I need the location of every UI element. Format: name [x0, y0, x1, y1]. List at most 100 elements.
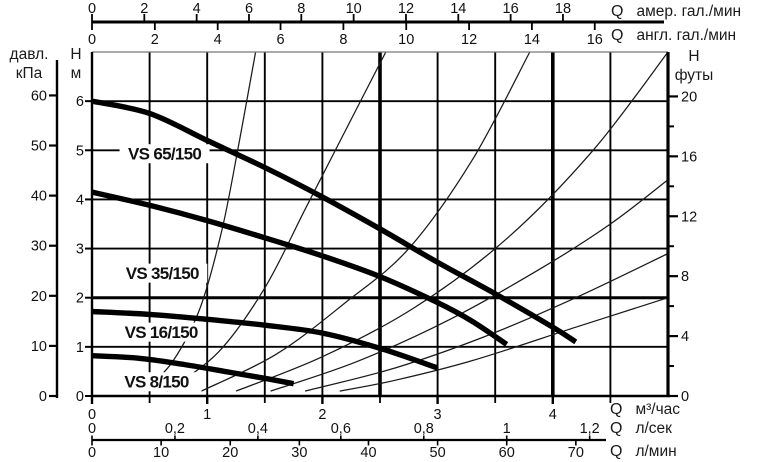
tick-label: 4: [214, 32, 222, 48]
curve-labels: VS 65/150 VS 35/150 VS 16/150 VS 8/150: [111, 144, 210, 392]
top-us-gpm-q: Q: [611, 3, 624, 20]
tick-label: 3: [76, 242, 84, 258]
tick-label: 4: [76, 192, 84, 208]
tick-label: 0: [88, 421, 96, 437]
tick-label: 16: [587, 32, 603, 48]
tick-label: 60: [499, 445, 515, 461]
tick-label: 2: [140, 1, 148, 17]
tick-label: 16: [503, 1, 519, 17]
tick-label: 12: [398, 1, 414, 17]
tick-label: 8: [681, 269, 689, 285]
head-ft-axis-title-line2: футы: [674, 67, 714, 84]
tick-label: 4: [549, 407, 557, 423]
tick-label: 0: [88, 445, 96, 461]
top-uk-gpm-unit: Q англ. гал./мин: [611, 27, 736, 45]
tick-label: 6: [276, 32, 284, 48]
tick-label: 30: [291, 445, 307, 461]
curve-label: VS 65/150: [128, 145, 201, 164]
curve-label-bg: [119, 144, 210, 164]
bottom-ls-q: Q: [610, 420, 623, 437]
tick-label: 10: [31, 339, 47, 355]
tick-label: 60: [31, 88, 47, 104]
tick-label: 40: [31, 189, 47, 205]
tick-label: 12: [681, 209, 697, 225]
tick-label: 50: [31, 139, 47, 155]
top-us-gpm-unit: Q амер. гал./мин: [611, 3, 741, 21]
tick-label: 1,2: [580, 421, 600, 437]
pressure-axis-title-line1: давл.: [9, 46, 49, 63]
tick-label: 2: [318, 407, 326, 423]
system-curve-5: [270, 179, 669, 392]
tick-label: 50: [430, 445, 446, 461]
system-curve-2: [166, 51, 387, 392]
tick-label: 10: [398, 32, 414, 48]
tick-label: 1: [203, 407, 211, 423]
tick-label: 10: [346, 1, 362, 17]
bottom-m3h-unit: Q м³/час: [610, 401, 680, 419]
bottom-ls-unit-text: л/сек: [635, 420, 672, 437]
bottom-m3h-unit-text: м³/час: [635, 401, 681, 418]
curve-label-bg: [111, 372, 202, 392]
top-gpm-ruler: 0 2 4 6 8 10 12 14 16 180 2 4 6 8 10 12 14 16: [88, 1, 664, 48]
tick-label: 16: [681, 149, 697, 165]
tick-label: 20: [222, 445, 238, 461]
curve-label: VS 8/150: [124, 373, 189, 392]
system-curves: [143, 51, 669, 392]
tick-label: 8: [339, 32, 347, 48]
tick-label: 0,4: [248, 421, 268, 437]
bottom-m3h-q: Q: [610, 401, 623, 418]
m3h-scale: 0 1 2 3 4: [88, 396, 612, 423]
tick-label: 4: [193, 1, 201, 17]
pump-curve-vs-16-150: [91, 308, 439, 371]
bottom-lmin-unit: Q л/мин: [610, 443, 677, 461]
top-us-gpm-unit-text: амер. гал./мин: [636, 3, 742, 20]
kpa-scale: 60 50 40 30 20 10 0: [31, 60, 59, 405]
tick-label: 10: [153, 445, 169, 461]
system-curve-7: [339, 297, 669, 392]
tick-label: 0: [88, 407, 96, 423]
pressure-axis-title-line2: кПа: [15, 65, 43, 82]
pump-curves: [91, 98, 578, 387]
ls-lmin-ruler: 0 0,2 0,4 0,6 0,8 1 1,2 0 10 20 30 40 50 60 70: [88, 421, 606, 461]
head-m-scale: 6 5 4 3 2 1 0: [76, 94, 92, 405]
tick-label: 14: [450, 1, 466, 17]
tick-label: 4: [681, 329, 689, 345]
tick-label: 20: [681, 89, 697, 105]
pump-curve-vs-8-150: [91, 353, 295, 387]
head-m-axis-title-line1: Н: [70, 46, 82, 63]
tick-label: 0,8: [414, 421, 434, 437]
tick-label: 0,6: [331, 421, 351, 437]
tick-label: 8: [297, 1, 305, 17]
tick-label: 0: [39, 389, 47, 405]
pump-curve-vs-35-150: [91, 189, 509, 347]
top-uk-gpm-unit-text: англ. гал./мин: [636, 27, 737, 44]
tick-label: 18: [555, 1, 571, 17]
head-ft-axis-title-line1: Н: [688, 48, 700, 65]
curve-label-bg: [116, 322, 207, 342]
head-m-axis-title-line2: м: [70, 65, 82, 82]
system-curve-6: [304, 252, 669, 392]
tick-label: 12: [461, 32, 477, 48]
head-ft-scale: 20 16 12 8 4 0: [668, 89, 697, 405]
tick-label: 1: [503, 421, 511, 437]
tick-label: 14: [524, 32, 540, 48]
pressure-axis-title: давл. кПа: [2, 45, 56, 83]
tick-label: 20: [31, 289, 47, 305]
tick-label: 40: [360, 445, 376, 461]
tick-label: 30: [31, 239, 47, 255]
grid: [92, 52, 668, 396]
bottom-ls-unit: Q л/сек: [610, 420, 672, 438]
tick-label: 0: [88, 32, 96, 48]
head-m-axis-title: Н м: [62, 45, 90, 83]
tick-label: 3: [434, 407, 442, 423]
tick-label: 2: [76, 291, 84, 307]
curve-label-bg: [117, 263, 208, 283]
tick-label: 6: [76, 94, 84, 110]
head-ft-axis-title: Н футы: [668, 47, 720, 85]
bottom-lmin-q: Q: [610, 443, 623, 460]
tick-label: 6: [245, 1, 253, 17]
tick-label: 70: [568, 445, 584, 461]
tick-label: 2: [151, 32, 159, 48]
